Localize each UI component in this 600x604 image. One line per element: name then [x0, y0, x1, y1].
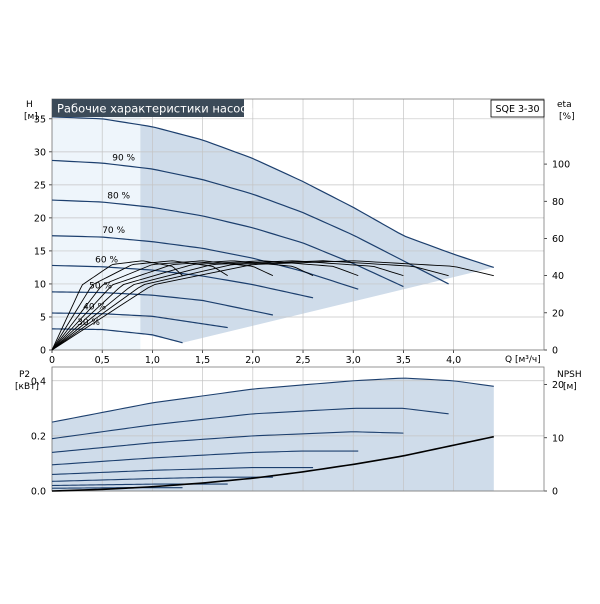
x-tick-label: 0,5: [95, 355, 110, 366]
x-tick-label: 1,0: [145, 355, 160, 366]
x-tick-label: 0: [49, 355, 55, 366]
plot-frame: [51, 98, 545, 351]
head-curve: [51, 291, 274, 316]
efficiency-curve: [51, 260, 494, 351]
head-curve: [51, 312, 228, 329]
efficiency-curve: [51, 260, 274, 351]
p2-axis-label: P2: [19, 370, 30, 380]
x-tick-label: 2,5: [295, 355, 310, 366]
y-tick-label: 5: [40, 312, 46, 323]
y2-tick-label: 0: [552, 346, 558, 357]
power-curve: [51, 487, 183, 489]
operating-area: [140, 124, 494, 343]
head-chart: 0 0,5 1,0 1,5 2,0 2,5 3,0 3,5 4,0 0 5 10 15 20 25 30 35 0…: [34, 98, 570, 366]
power-curve: [51, 431, 404, 453]
x-axis-label: Q [м³/ч]: [505, 355, 541, 365]
npsh-axis-label: NPSH: [557, 370, 582, 380]
npsh-tick-label: 10: [552, 433, 564, 444]
speed-label: 70 %: [102, 226, 125, 236]
y2-tick-label: 20: [552, 308, 564, 319]
npsh-axis-unit: [м]: [563, 382, 577, 392]
efficiency-curve: [51, 260, 359, 351]
y-axis-label: H: [26, 100, 33, 110]
speed-label: 80 %: [107, 192, 130, 202]
x-tick-label: 3,0: [346, 355, 361, 366]
chart-title: Рабочие характеристики насоса: [57, 102, 254, 116]
p2-tick-label: 0.2: [31, 431, 46, 442]
model-box: [490, 99, 545, 118]
power-curve: [51, 450, 359, 466]
efficiency-curve: [51, 260, 314, 351]
y-tick-label: 10: [34, 279, 46, 290]
y2-axis-label: eta: [557, 100, 572, 110]
x-tick-label: 3,5: [396, 355, 411, 366]
head-curve: [51, 116, 494, 269]
model-label: SQE 3-30: [495, 104, 539, 115]
head-curve: [51, 328, 183, 344]
npsh-curve: [51, 435, 494, 492]
y2-tick-label: 40: [552, 271, 564, 282]
y2-tick-label: 80: [552, 197, 564, 208]
head-curve: [51, 199, 404, 288]
title-box: [52, 99, 244, 117]
efficiency-curve: [51, 260, 228, 351]
plot-frame: [51, 366, 545, 492]
p2-tick-label: 0.0: [31, 487, 46, 498]
y2-tick-label: 100: [552, 160, 570, 171]
x-tick-label: 1,5: [195, 355, 210, 366]
y-tick-label: 25: [34, 180, 46, 191]
y-tick-label: 0: [40, 346, 46, 357]
p2-axis-unit: [кВт]: [15, 382, 39, 392]
npsh-tick-label: 20: [552, 380, 564, 391]
y-tick-label: 15: [34, 246, 46, 257]
npsh-tick-label: 0: [552, 487, 558, 498]
head-curve: [51, 264, 314, 299]
y2-axis-unit: [%]: [559, 112, 575, 122]
power-curve: [51, 407, 449, 440]
x-tick-label: 2,0: [245, 355, 260, 366]
y-tick-label: 20: [34, 213, 46, 224]
power-curve: [51, 476, 273, 482]
y2-tick-label: 60: [552, 234, 564, 245]
head-curve: [51, 159, 449, 285]
efficiency-curve: [51, 260, 183, 351]
p2-tick-label: 0.4: [31, 376, 46, 387]
low-flow-zone: [52, 116, 141, 350]
speed-label: 40 %: [83, 302, 106, 312]
speed-label: 50 %: [89, 281, 112, 291]
x-tick-label: 4,0: [446, 355, 461, 366]
y-tick-label: 35: [34, 114, 46, 125]
y-tick-label: 30: [34, 147, 46, 158]
power-curve: [51, 467, 314, 476]
speed-label: 60 %: [95, 256, 118, 266]
y-axis-unit: [м]: [24, 112, 38, 122]
power-chart: 0.0 0.2 0.4 0 10 20: [31, 366, 564, 498]
efficiency-curve: [51, 260, 449, 351]
power-curve: [51, 377, 494, 423]
speed-label: 90 %: [112, 153, 135, 163]
